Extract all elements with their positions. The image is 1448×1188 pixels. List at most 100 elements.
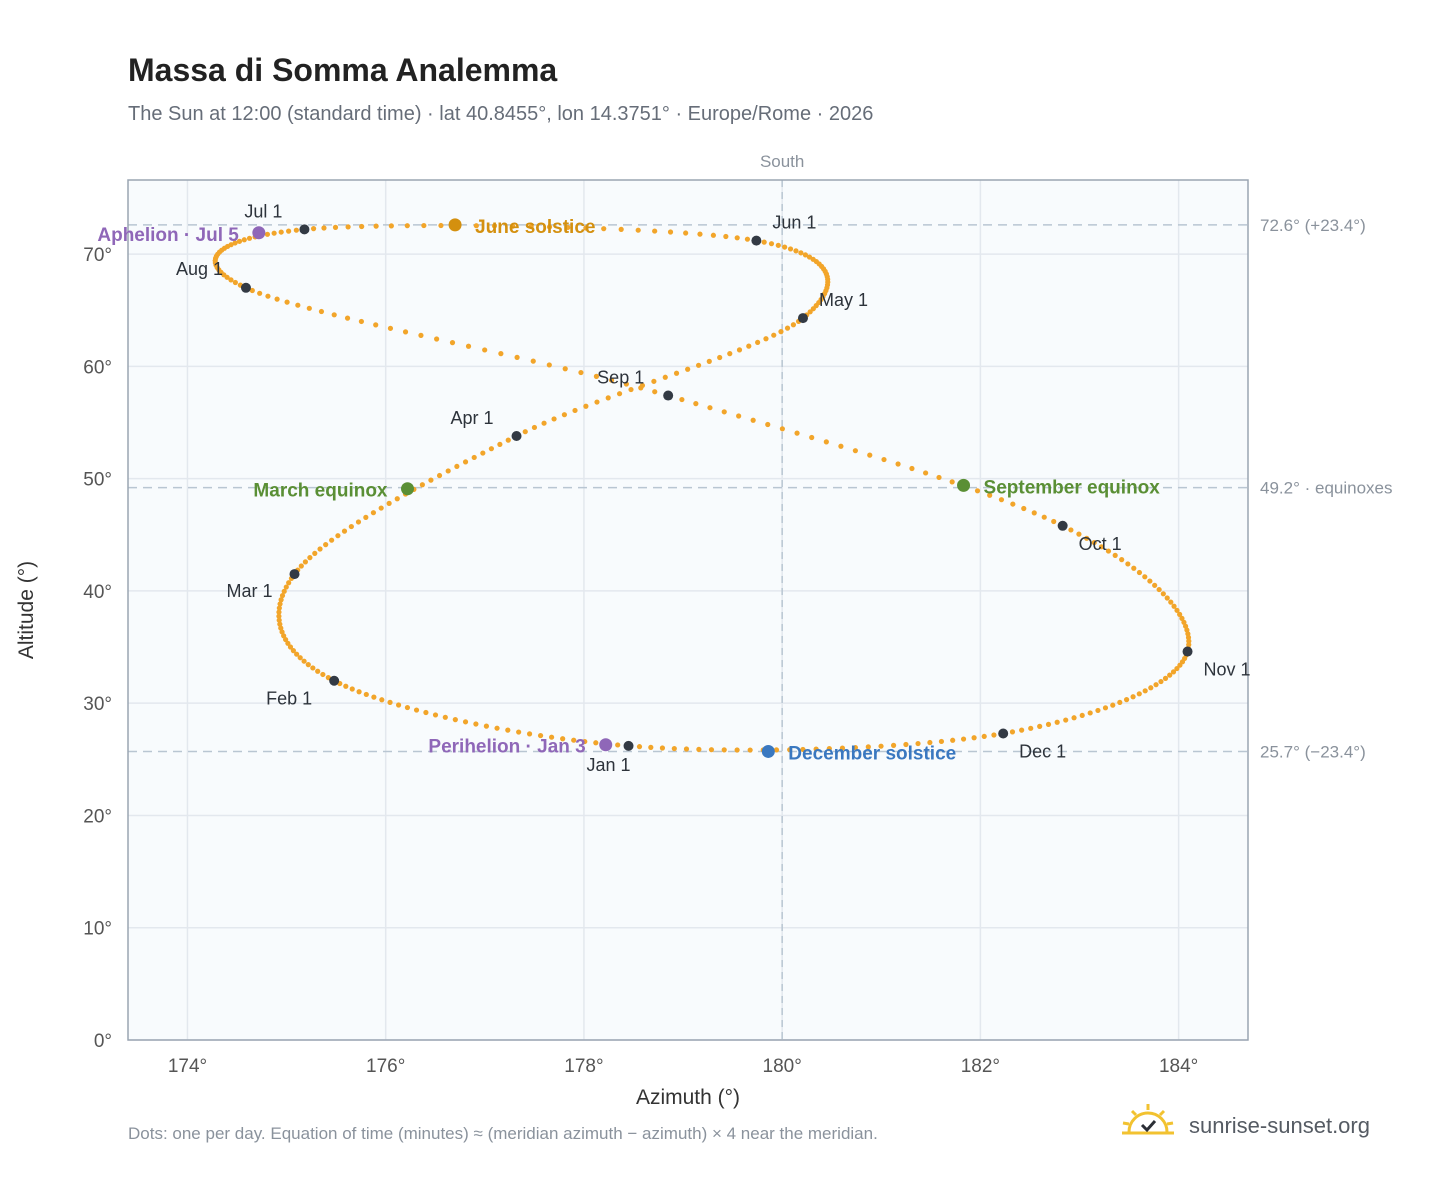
daily-sun-dot — [363, 514, 369, 520]
daily-sun-dot — [428, 477, 434, 483]
x-tick-label: 176° — [366, 1056, 405, 1077]
daily-sun-dot — [562, 366, 568, 372]
daily-sun-dot — [271, 230, 277, 236]
month-marker-label: Jun 1 — [772, 213, 816, 233]
daily-sun-dot — [727, 351, 733, 357]
daily-sun-dot — [432, 712, 439, 718]
daily-sun-dot — [800, 746, 806, 753]
daily-sun-dot — [750, 417, 756, 423]
daily-sun-dot — [274, 296, 280, 302]
daily-sun-dot — [823, 439, 829, 445]
daily-sun-dot — [927, 739, 933, 746]
daily-sun-dot — [421, 222, 427, 229]
daily-sun-dot — [286, 228, 292, 234]
daily-sun-dot — [480, 450, 486, 456]
daily-sun-dot — [379, 697, 385, 703]
daily-sun-dot — [531, 424, 538, 431]
daily-sun-dot — [1164, 595, 1170, 601]
y-tick-label: 70° — [83, 245, 112, 266]
daily-sun-dot — [473, 223, 479, 229]
daily-sun-dot — [246, 235, 253, 241]
daily-sun-dot — [623, 381, 629, 387]
sun-logo-icon — [1122, 1104, 1174, 1135]
daily-sun-dot — [707, 405, 713, 411]
month-marker-dot — [1182, 646, 1193, 657]
daily-sun-dot — [1123, 697, 1130, 703]
daily-sun-dot — [593, 740, 599, 746]
daily-sun-dot — [419, 482, 425, 488]
chart-footnote: Dots: one per day. Equation of time (min… — [128, 1124, 878, 1143]
daily-sun-dot — [721, 747, 727, 753]
daily-sun-dot — [530, 358, 536, 364]
brand-logo[interactable]: sunrise-sunset.org — [1120, 1100, 1390, 1150]
daily-sun-dot — [462, 719, 469, 725]
daily-sun-dot — [1181, 619, 1187, 625]
month-marker-label: Nov 1 — [1204, 660, 1251, 680]
chart-subtitle: The Sun at 12:00 (standard time) · lat 4… — [128, 103, 874, 125]
y-tick-label: 30° — [83, 694, 112, 715]
plot-frame — [127, 179, 1249, 1041]
y-tick-label: 60° — [83, 357, 112, 378]
chart-title: Massa di Somma Analemma — [128, 52, 558, 88]
daily-sun-dot — [1076, 531, 1082, 537]
daily-sun-dot — [546, 224, 553, 230]
daily-sun-dot — [387, 325, 394, 331]
daily-sun-dot — [1148, 685, 1154, 691]
daily-sun-dot — [683, 230, 689, 236]
daily-sun-dot — [572, 407, 578, 414]
daily-sun-dot — [404, 223, 410, 229]
daily-sun-dot — [744, 236, 751, 242]
daily-sun-dot — [278, 625, 284, 631]
daily-sun-dot — [442, 714, 448, 720]
daily-sun-dot — [648, 744, 654, 750]
daily-sun-dot — [302, 559, 308, 565]
daily-sun-dot — [1170, 669, 1177, 675]
daily-sun-dot — [277, 621, 283, 627]
daily-sun-dot — [343, 683, 349, 689]
daily-sun-dot — [1051, 518, 1057, 525]
daily-sun-dot — [356, 689, 362, 695]
daily-sun-dot — [1142, 574, 1148, 580]
month-marker-dot — [797, 313, 808, 324]
daily-sun-dot — [652, 389, 658, 395]
daily-sun-dot — [826, 746, 832, 752]
daily-sun-dot — [1045, 721, 1052, 727]
daily-sun-dot — [434, 336, 440, 342]
daily-sun-dot — [301, 658, 307, 664]
daily-sun-dot — [807, 309, 813, 315]
daily-sun-dot — [454, 463, 460, 470]
month-marker-dot — [240, 282, 251, 293]
daily-sun-dot — [1102, 705, 1109, 711]
daily-sun-dot — [332, 224, 339, 230]
daily-sun-dot — [734, 235, 740, 241]
daily-sun-dot — [806, 254, 813, 260]
daily-sun-dot — [317, 546, 323, 552]
daily-sun-dot — [779, 426, 785, 432]
daily-sun-dot — [546, 362, 552, 368]
x-tick-label: 184° — [1159, 1056, 1198, 1077]
daily-sun-dot — [355, 519, 362, 525]
daily-sun-dot — [438, 222, 444, 229]
daily-sun-dot — [1160, 591, 1166, 597]
daily-sun-dot — [331, 312, 337, 318]
daily-sun-dot — [809, 434, 815, 441]
month-marker-label: Aug 1 — [176, 259, 223, 279]
daily-sun-dot — [1162, 675, 1169, 681]
daily-sun-dot — [685, 366, 691, 372]
daily-sun-dot — [295, 302, 301, 308]
daily-sun-dot — [349, 686, 355, 692]
daily-sun-dot — [462, 459, 469, 465]
daily-sun-dot — [561, 412, 568, 418]
daily-sun-dot — [276, 609, 282, 615]
daily-sun-dot — [359, 223, 365, 230]
daily-sun-dot — [465, 343, 472, 349]
daily-sun-dot — [1130, 694, 1136, 700]
month-marker-dot — [299, 224, 310, 235]
daily-sun-dot — [638, 385, 644, 391]
daily-sun-dot — [265, 293, 271, 299]
daily-sun-dot — [1028, 725, 1034, 731]
month-marker-dot — [1057, 520, 1068, 531]
y-tick-label: 20° — [83, 806, 112, 827]
daily-sun-dot — [755, 339, 761, 346]
daily-sun-dot — [287, 644, 294, 650]
